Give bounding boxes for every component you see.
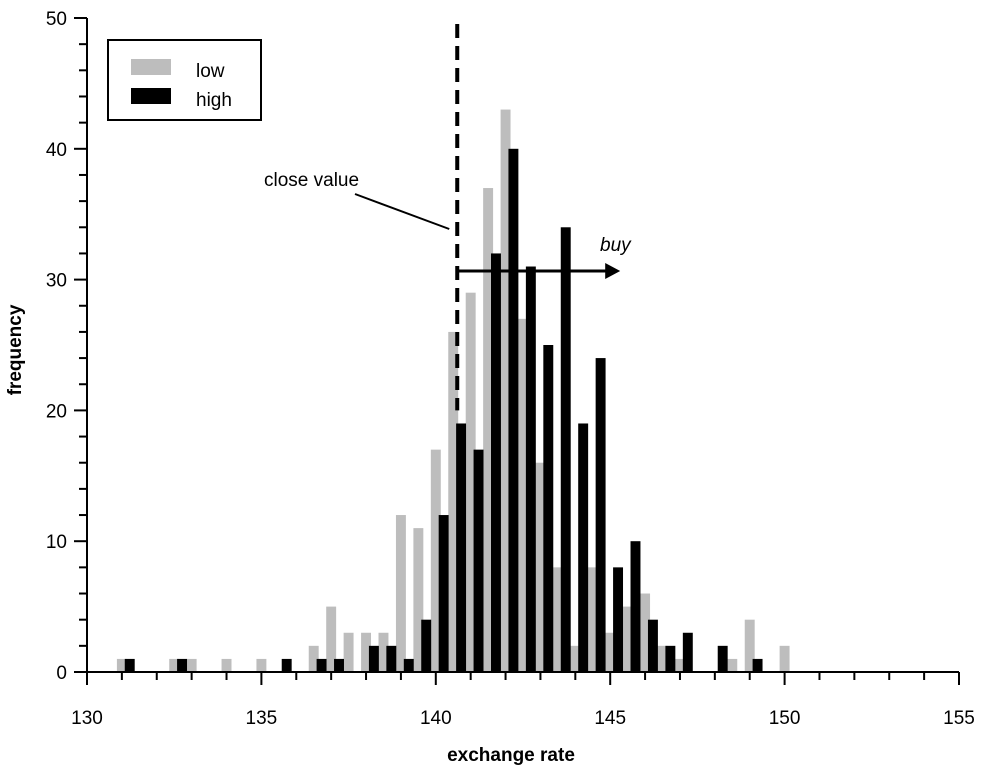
bar-high-7 <box>403 658 414 672</box>
bar-high-20 <box>630 541 641 672</box>
bar-low-26 <box>674 658 685 672</box>
bar-high-5 <box>368 645 379 672</box>
bar-high-11 <box>473 449 484 672</box>
bar-high-3 <box>316 658 327 672</box>
bar-high-23 <box>682 632 693 672</box>
bar-high-22 <box>665 645 676 672</box>
bar-low-9 <box>378 632 389 672</box>
bar-high-12 <box>491 253 501 672</box>
bar-low-20 <box>570 645 581 672</box>
bar-high-19 <box>613 567 624 672</box>
bar-low-27 <box>727 658 738 672</box>
bar-high-17 <box>578 423 589 672</box>
legend-label-high: high <box>196 90 232 111</box>
bar-high-10 <box>456 423 467 672</box>
axes-layer: 130 135 140 145 150 155 0 10 20 30 40 50 <box>46 9 975 729</box>
y-tick-label-10: 10 <box>46 532 67 553</box>
bar-low-21 <box>587 567 598 672</box>
bar-low-25 <box>657 645 668 672</box>
bar-low-17 <box>518 318 528 672</box>
annotation-layer: close value buy <box>264 24 632 411</box>
bar-high-14 <box>525 266 536 672</box>
bar-low-14 <box>465 292 476 672</box>
bars-layer <box>116 109 790 673</box>
bar-low-1 <box>169 658 180 672</box>
y-axis-title: frequency <box>5 304 26 395</box>
y-tick-label-50: 50 <box>46 9 67 30</box>
bar-low-7 <box>343 632 354 672</box>
bar-high-13 <box>508 148 519 673</box>
bar-low-10 <box>395 515 406 672</box>
bar-low-18 <box>535 462 546 672</box>
x-tick-label-130: 130 <box>71 708 103 729</box>
y-tick-label-0: 0 <box>56 663 67 684</box>
legend: low high <box>107 39 262 121</box>
bar-low-23 <box>622 606 633 672</box>
bar-low-29 <box>779 645 790 672</box>
legend-box <box>107 39 262 121</box>
bar-high-25 <box>752 658 763 672</box>
legend-label-low: low <box>196 61 225 82</box>
close-value-pointer <box>354 193 450 230</box>
bar-high-21 <box>647 619 658 672</box>
bar-low-6 <box>326 606 337 672</box>
x-tick-label-140: 140 <box>420 708 452 729</box>
bar-low-22 <box>605 632 616 672</box>
x-tick-label-155: 155 <box>943 708 975 729</box>
y-tick-label-20: 20 <box>46 401 67 422</box>
bar-high-15 <box>543 345 554 672</box>
bar-low-19 <box>552 567 563 672</box>
x-tick-label-150: 150 <box>769 708 801 729</box>
bar-low-0 <box>116 658 127 672</box>
x-tick-label-135: 135 <box>246 708 278 729</box>
legend-swatch-high <box>131 88 171 104</box>
bar-high-9 <box>438 515 449 672</box>
x-tick-label-145: 145 <box>594 708 626 729</box>
bar-high-2 <box>281 658 292 672</box>
bar-low-8 <box>361 632 372 672</box>
bar-high-6 <box>386 645 397 672</box>
bar-high-0 <box>124 658 135 672</box>
bar-high-24 <box>717 645 728 672</box>
bar-low-4 <box>256 658 267 672</box>
legend-swatch-low <box>131 59 171 75</box>
bar-high-18 <box>595 358 606 672</box>
bar-high-4 <box>334 658 344 672</box>
bar-low-15 <box>483 188 494 673</box>
bar-low-12 <box>430 449 441 672</box>
bar-low-28 <box>744 619 755 672</box>
bar-low-16 <box>500 109 511 672</box>
bar-low-24 <box>640 593 651 672</box>
bar-high-16 <box>560 227 571 672</box>
bar-low-2 <box>186 658 197 672</box>
close-value-label: close value <box>264 170 359 191</box>
buy-arrow-head <box>605 263 621 280</box>
bar-low-3 <box>221 658 232 672</box>
bar-low-5 <box>308 645 319 672</box>
bar-high-1 <box>177 658 188 672</box>
bar-high-8 <box>421 619 432 672</box>
buy-label: buy <box>600 235 632 256</box>
bar-low-11 <box>413 528 424 672</box>
x-axis-title: exchange rate <box>447 745 575 766</box>
y-tick-label-30: 30 <box>46 271 67 292</box>
bar-low-13 <box>448 331 459 672</box>
y-tick-label-40: 40 <box>46 140 67 161</box>
